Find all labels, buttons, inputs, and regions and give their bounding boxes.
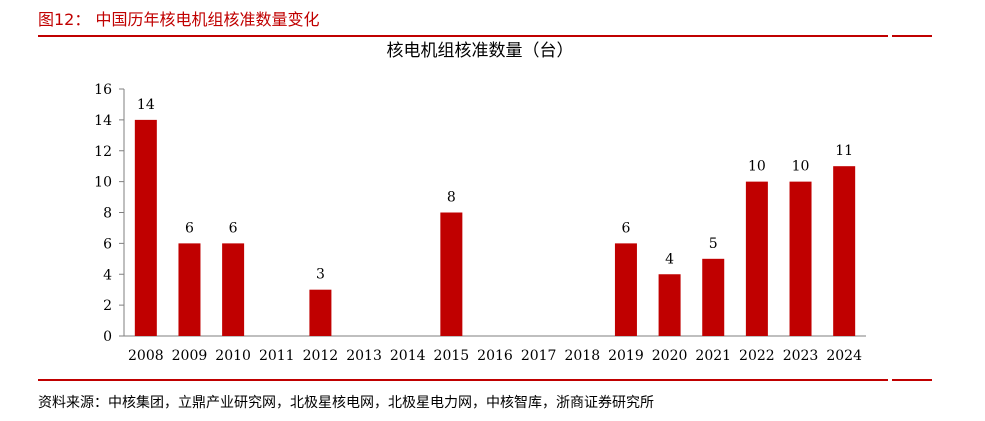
x-tick-label-2014: 2014 bbox=[390, 348, 426, 364]
x-tick-label-2013: 2013 bbox=[346, 348, 382, 364]
x-tick-label-2015: 2015 bbox=[434, 348, 470, 364]
x-tick-label-2024: 2024 bbox=[826, 348, 862, 364]
bar-2012 bbox=[309, 289, 332, 336]
bar-2022 bbox=[745, 181, 768, 336]
y-tick-label: 4 bbox=[103, 267, 112, 283]
x-tick-label-2009: 2009 bbox=[172, 348, 208, 364]
bottom-rule bbox=[38, 379, 888, 381]
bars-group bbox=[134, 119, 856, 336]
y-tick-label: 12 bbox=[94, 144, 112, 160]
data-label-2008: 14 bbox=[137, 97, 155, 113]
x-tick-label-2022: 2022 bbox=[739, 348, 775, 364]
bar-2021 bbox=[702, 258, 725, 336]
axes bbox=[119, 88, 866, 337]
source-note: 资料来源：中核集团，立鼎产业研究网，北极星核电网，北极星电力网，中核智库，浙商证… bbox=[38, 395, 654, 411]
data-label-2021: 5 bbox=[709, 236, 718, 252]
x-tick-label-2010: 2010 bbox=[215, 348, 251, 364]
data-label-2022: 10 bbox=[748, 159, 766, 175]
x-tick-label-2012: 2012 bbox=[303, 348, 339, 364]
x-tick-label-2018: 2018 bbox=[564, 348, 600, 364]
figure-title: 图12： 中国历年核电机组核准数量变化 bbox=[38, 10, 320, 29]
data-label-2010: 6 bbox=[229, 220, 238, 236]
x-tick-label-2020: 2020 bbox=[652, 348, 688, 364]
bar-2023 bbox=[789, 181, 812, 336]
bar-2024 bbox=[833, 166, 856, 336]
bar-2020 bbox=[658, 274, 681, 336]
y-tick-label: 16 bbox=[94, 82, 112, 98]
x-tick-label-2017: 2017 bbox=[521, 348, 557, 364]
y-tick-label: 6 bbox=[103, 236, 112, 252]
top-rule bbox=[38, 35, 888, 37]
x-tick-label-2008: 2008 bbox=[128, 348, 164, 364]
bar-2015 bbox=[440, 212, 463, 336]
bar-2008 bbox=[134, 119, 157, 336]
x-tick-label-2016: 2016 bbox=[477, 348, 513, 364]
x-tick-label-2011: 2011 bbox=[259, 348, 295, 364]
x-tick-label-2019: 2019 bbox=[608, 348, 644, 364]
x-tick-label-2021: 2021 bbox=[695, 348, 731, 364]
data-label-2023: 10 bbox=[792, 159, 810, 175]
data-label-2024: 11 bbox=[835, 143, 853, 159]
x-tick-label-2023: 2023 bbox=[783, 348, 819, 364]
x-tick-labels-group: 2008 2009 2010 2011 2012 2013 2014 2015 2016 2017… bbox=[128, 348, 862, 364]
data-labels-group: 14 6 6 3 8 6 4 5 10 10 11 bbox=[137, 97, 853, 283]
y-tick-labels-group: 0 2 4 6 8 10 12 14 16 bbox=[94, 82, 112, 345]
y-tick-label: 14 bbox=[94, 113, 112, 129]
y-tick-label: 2 bbox=[103, 298, 112, 314]
data-label-2019: 6 bbox=[621, 220, 630, 236]
data-label-2020: 4 bbox=[665, 251, 674, 267]
bottom-rule-extension bbox=[892, 379, 932, 381]
y-tick-label: 10 bbox=[94, 175, 112, 191]
y-tick-label: 8 bbox=[103, 206, 112, 222]
top-rule-extension bbox=[892, 35, 932, 37]
data-label-2012: 3 bbox=[316, 267, 325, 283]
bar-2010 bbox=[222, 243, 245, 336]
chart-title: 核电机组核准数量（台） bbox=[387, 41, 574, 61]
data-label-2009: 6 bbox=[185, 220, 194, 236]
y-tick-label: 0 bbox=[103, 329, 112, 345]
bar-2009 bbox=[178, 243, 201, 336]
bar-2019 bbox=[614, 243, 637, 336]
data-label-2015: 8 bbox=[447, 190, 456, 206]
